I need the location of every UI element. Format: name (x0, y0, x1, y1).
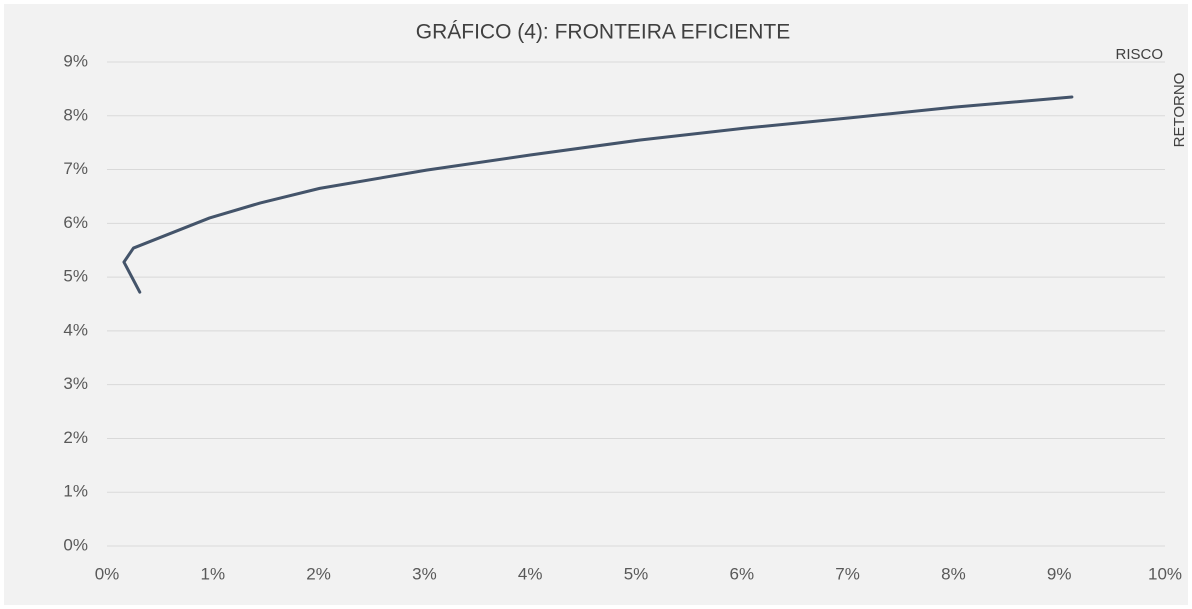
x-tick-label: 10% (1148, 564, 1182, 583)
x-axis-label: RISCO (1115, 46, 1163, 63)
x-tick-label: 9% (1047, 564, 1072, 583)
y-tick-label: 5% (63, 267, 88, 286)
y-tick-label: 0% (63, 535, 88, 554)
y-tick-label: 2% (63, 428, 88, 447)
x-tick-label: 1% (201, 564, 226, 583)
chart-title: GRÁFICO (4): FRONTEIRA EFICIENTE (416, 21, 791, 44)
y-tick-label: 3% (63, 374, 88, 393)
y-tick-label: 7% (63, 159, 88, 178)
x-tick-label: 4% (518, 564, 543, 583)
y-tick-label: 6% (63, 213, 88, 232)
y-tick-label: 4% (63, 320, 88, 339)
x-tick-label: 5% (624, 564, 649, 583)
y-axis-label: RETORNO (1171, 73, 1188, 148)
x-tick-label: 6% (730, 564, 755, 583)
x-tick-label: 8% (941, 564, 966, 583)
x-tick-label: 3% (412, 564, 437, 583)
x-tick-label: 0% (95, 564, 120, 583)
line-series (122, 95, 1074, 294)
chart-background (4, 4, 1188, 605)
x-tick-label: 7% (835, 564, 860, 583)
y-tick-label: 9% (63, 51, 88, 70)
y-tick-label: 1% (63, 482, 88, 501)
y-tick-label: 8% (63, 105, 88, 124)
x-tick-label: 2% (306, 564, 331, 583)
